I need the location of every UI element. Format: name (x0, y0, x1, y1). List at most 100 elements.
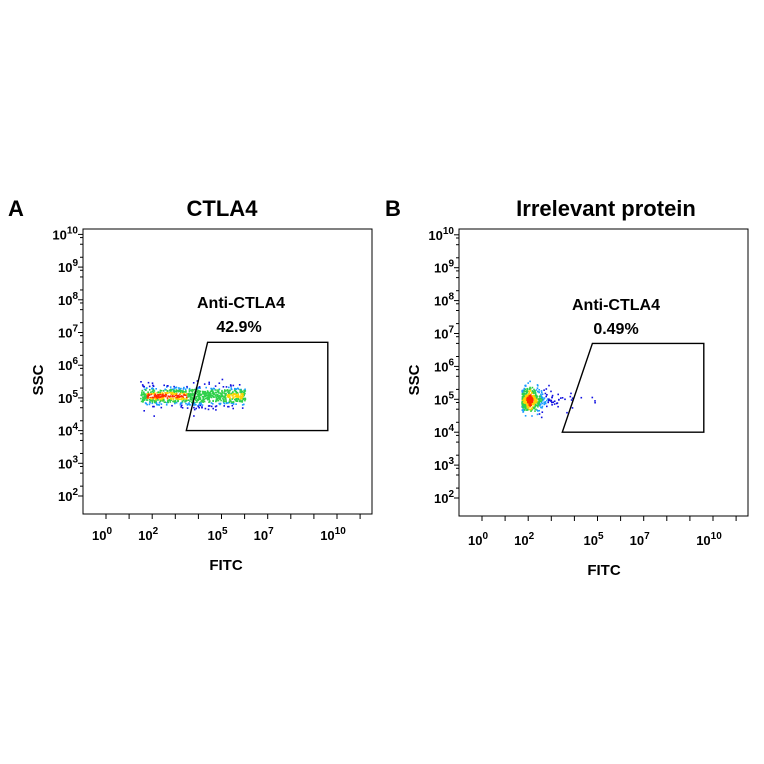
event-dot (179, 392, 182, 395)
event-dot (529, 399, 531, 401)
event-dot (164, 392, 166, 394)
event-dot (208, 398, 210, 401)
event-dot (540, 406, 542, 409)
event-dot (160, 390, 163, 392)
event-dot (151, 398, 153, 400)
event-dot (179, 395, 181, 398)
event-dot (530, 399, 532, 401)
event-dot (521, 389, 524, 392)
event-dot (225, 399, 227, 401)
event-dot (160, 395, 163, 398)
event-dot (145, 402, 147, 405)
event-dot (201, 395, 204, 398)
event-dot (528, 388, 531, 390)
event-dot (529, 394, 532, 396)
event-dot (529, 404, 531, 406)
event-dot (173, 391, 176, 393)
event-dot (173, 387, 176, 389)
event-dot (539, 403, 542, 405)
event-dot (224, 398, 227, 400)
x-tick-label: 100 (92, 526, 112, 543)
event-dot (528, 408, 531, 411)
event-dot (188, 389, 191, 391)
event-dot (205, 386, 207, 389)
event-dot (232, 384, 235, 387)
event-dot (186, 407, 189, 409)
event-dot (525, 407, 527, 410)
event-dot (230, 402, 233, 404)
event-dot (195, 392, 198, 395)
event-dot (162, 393, 164, 396)
event-dot (168, 396, 171, 398)
event-dot (156, 397, 159, 399)
event-dot (183, 392, 185, 394)
event-dot (177, 390, 180, 393)
event-dot (173, 385, 175, 388)
event-dot (235, 392, 238, 394)
event-dot (184, 394, 187, 396)
event-dot (167, 399, 169, 402)
event-dot (185, 398, 188, 400)
event-dot (537, 405, 539, 408)
event-dot (159, 393, 162, 396)
event-dot (535, 400, 537, 402)
event-dot (189, 395, 191, 398)
event-dot (156, 392, 158, 394)
panel-b-x-ticks: 100 102 105 107 1010 (468, 516, 737, 548)
event-dot (196, 390, 199, 393)
event-dot (175, 401, 178, 404)
event-dot (242, 394, 244, 397)
event-dot (524, 409, 526, 411)
event-dot (148, 394, 150, 396)
event-dot (180, 398, 183, 401)
event-dot (195, 396, 198, 398)
event-dot (180, 387, 182, 390)
event-dot (566, 411, 568, 414)
event-dot (151, 382, 154, 384)
event-dot (541, 411, 544, 413)
event-dot (209, 391, 211, 394)
event-dot (219, 402, 222, 405)
event-dot (199, 397, 202, 400)
event-dot (546, 405, 548, 408)
event-dot (217, 395, 220, 398)
event-dot (531, 415, 533, 417)
event-dot (141, 384, 144, 386)
event-dot (181, 390, 183, 392)
event-dot (533, 401, 535, 404)
event-dot (175, 393, 178, 396)
event-dot (181, 407, 184, 409)
event-dot (215, 400, 218, 402)
event-dot (207, 393, 210, 396)
event-dot (533, 406, 535, 408)
event-dot (237, 394, 239, 396)
event-dot (212, 400, 214, 402)
event-dot (176, 397, 179, 400)
event-dot (140, 394, 143, 397)
event-dot (158, 396, 160, 399)
event-dot (184, 397, 186, 400)
y-tick-label: 105 (434, 390, 454, 407)
event-dot (198, 398, 201, 401)
event-dot (226, 395, 229, 398)
event-dot (166, 402, 168, 404)
event-dot (210, 405, 213, 408)
event-dot (232, 392, 234, 394)
event-dot (219, 398, 222, 400)
event-dot (221, 391, 223, 393)
event-dot (523, 397, 526, 399)
event-dot (202, 390, 205, 393)
event-dot (232, 391, 234, 393)
event-dot (238, 384, 241, 386)
event-dot (524, 403, 526, 406)
event-dot (143, 399, 145, 401)
event-dot (173, 395, 176, 398)
event-dot (191, 388, 193, 391)
event-dot (193, 393, 195, 395)
event-dot (531, 390, 534, 392)
event-dot (182, 388, 185, 390)
event-dot (539, 405, 541, 407)
event-dot (243, 403, 245, 406)
event-dot (235, 396, 238, 398)
